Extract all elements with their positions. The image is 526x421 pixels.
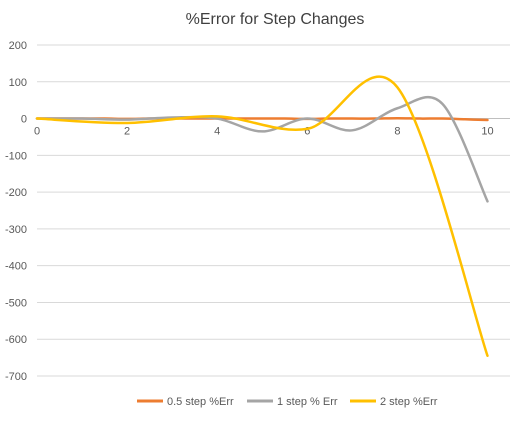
- x-tick-label: 2: [124, 126, 130, 138]
- y-tick-label: -700: [5, 371, 27, 383]
- chart-title: %Error for Step Changes: [186, 11, 365, 28]
- legend-label: 1 step % Err: [277, 396, 338, 408]
- x-tick-label: 4: [214, 126, 220, 138]
- y-tick-label: 0: [21, 114, 27, 126]
- series-line-2: [37, 97, 487, 201]
- x-tick-label: 10: [481, 126, 493, 138]
- series-lines: [37, 77, 487, 356]
- y-tick-label: -600: [5, 334, 27, 346]
- legend-label: 0.5 step %Err: [167, 396, 234, 408]
- y-tick-label: -200: [5, 187, 27, 199]
- y-tick-label: 100: [9, 77, 27, 89]
- y-axis-tick-labels: 200 100 0 -100 -200 -300 -400 -500 -600 -700: [5, 40, 27, 383]
- x-tick-label: 8: [394, 126, 400, 138]
- y-tick-label: -400: [5, 261, 27, 273]
- x-tick-label: 0: [34, 126, 40, 138]
- legend-label: 2 step %Err: [380, 396, 438, 408]
- grid-lines: [37, 45, 510, 376]
- y-tick-label: -300: [5, 224, 27, 236]
- y-tick-label: 200: [9, 40, 27, 52]
- y-tick-label: -500: [5, 297, 27, 309]
- y-tick-label: -100: [5, 150, 27, 162]
- legend: 0.5 step %Err 1 step % Err 2 step %Err: [137, 396, 438, 408]
